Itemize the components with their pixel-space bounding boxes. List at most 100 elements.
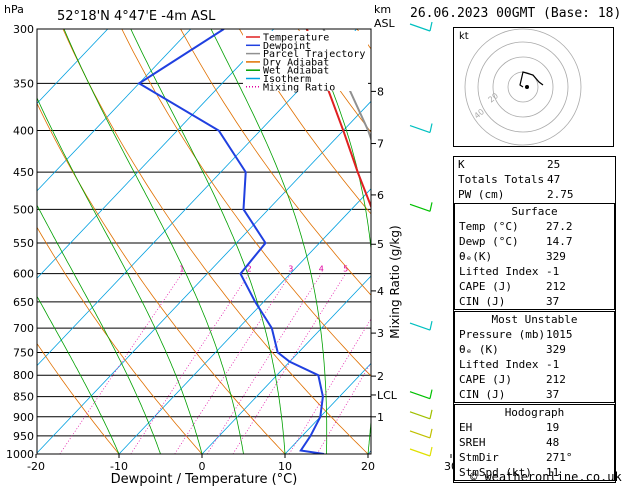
wet-adiabat bbox=[410, 29, 436, 454]
surface-value: 329 bbox=[546, 250, 566, 263]
surface-row: Dewp (°C) 14.7 bbox=[455, 234, 614, 249]
most-unstable-row: CIN (J) 37 bbox=[455, 387, 614, 402]
surface-section: Surface Temp (°C) 27.2 Dewp (°C) 14.7 θₑ(K) 3… bbox=[454, 203, 615, 310]
dry-adiabat bbox=[37, 102, 286, 454]
dry-adiabat bbox=[62, 29, 369, 454]
wet-adiabat bbox=[305, 29, 371, 454]
most-unstable-label: θₑ (K) bbox=[459, 343, 499, 356]
wet-adiabat bbox=[210, 29, 328, 454]
wind-barb-shaft bbox=[409, 322, 431, 331]
most-unstable-value: 37 bbox=[546, 388, 560, 401]
x-tick-label: 20 bbox=[361, 460, 375, 473]
surface-label: Temp (°C) bbox=[459, 220, 519, 233]
km-tick-label: 1 bbox=[377, 411, 384, 424]
most-unstable-label: Lifted Index bbox=[459, 358, 539, 371]
legend-item: Temperature bbox=[263, 33, 329, 44]
pressure-tick-label: 500 bbox=[13, 203, 34, 216]
km-tick-label: 2 bbox=[377, 370, 384, 383]
surface-value: 212 bbox=[546, 280, 566, 293]
hodograph-stat-label: EH bbox=[459, 421, 473, 434]
most-unstable-value: 329 bbox=[546, 343, 566, 356]
hodograph-stat-row: StmSpd (kt) 11 bbox=[455, 465, 614, 480]
x-tick-label: -10 bbox=[110, 460, 128, 473]
x-tick-label: 10 bbox=[278, 460, 292, 473]
pressure-tick-label: 300 bbox=[13, 23, 34, 36]
surface-row: θₑ(K) 329 bbox=[455, 249, 614, 264]
pressure-tick-label: 450 bbox=[13, 166, 34, 179]
surface-label: θₑ(K) bbox=[459, 250, 493, 263]
pressure-tick-label: 350 bbox=[13, 77, 34, 90]
isotherm bbox=[37, 29, 109, 105]
isotherm bbox=[37, 100, 371, 454]
wind-barb-shaft bbox=[409, 430, 431, 439]
wind-barb-flag bbox=[429, 123, 433, 133]
wet-adiabat bbox=[37, 295, 120, 454]
km-tick-label: 8 bbox=[377, 85, 384, 98]
hodograph-stat-row: EH 19 bbox=[455, 420, 614, 435]
hodograph-ring bbox=[477, 41, 569, 133]
most-unstable-value: 212 bbox=[546, 373, 566, 386]
surface-label: CIN (J) bbox=[459, 295, 506, 308]
legend-item: Mixing Ratio bbox=[263, 82, 335, 93]
wet-adiabat bbox=[37, 204, 161, 454]
dry-adiabat bbox=[37, 226, 203, 454]
km-tick-label: 4 bbox=[377, 285, 384, 298]
index-value: 2.75 bbox=[547, 188, 574, 201]
index-label: PW (cm) bbox=[458, 188, 505, 201]
pressure-tick-label: 550 bbox=[13, 237, 34, 250]
surface-value: 14.7 bbox=[546, 235, 573, 248]
wind-barb-flag bbox=[429, 21, 433, 32]
hodograph-section: Hodograph EH 19 SREH 48 StmDir 271° StmSpd (kt… bbox=[454, 404, 615, 481]
surface-row: CAPE (J) 212 bbox=[455, 279, 614, 294]
most-unstable-value: 1015 bbox=[546, 328, 573, 341]
hodograph-stat-label: SREH bbox=[459, 436, 486, 449]
mixing-ratio-line bbox=[130, 273, 250, 454]
surface-row: Lifted Index -1 bbox=[455, 264, 614, 279]
legend-item: Dry Adiabat bbox=[263, 57, 329, 68]
surface-value: 27.2 bbox=[546, 220, 573, 233]
legend-box bbox=[243, 31, 368, 91]
wind-barb-shaft bbox=[409, 448, 431, 457]
mixing-ratio-label: 1 bbox=[179, 265, 184, 274]
km-tick-label: 6 bbox=[377, 189, 384, 202]
isotherm bbox=[284, 362, 371, 454]
most-unstable-value: -1 bbox=[546, 358, 560, 371]
wind-barb-flag bbox=[429, 446, 433, 457]
hodograph-ring bbox=[464, 28, 582, 146]
km-tick-label: LCL bbox=[377, 389, 398, 402]
dry-adiabat bbox=[239, 29, 371, 215]
hodograph-ring bbox=[492, 56, 554, 118]
hodograph-stat-row: StmDir 271° bbox=[455, 450, 614, 465]
wind-barb-flag bbox=[429, 202, 433, 212]
km-tick-label: 7 bbox=[377, 138, 384, 151]
asl-label: ASL bbox=[374, 17, 396, 30]
hodograph-stat-value: 271° bbox=[546, 451, 573, 464]
mixing-ratio-line bbox=[232, 273, 346, 454]
pressure-tick-label: 850 bbox=[13, 391, 34, 404]
wind-barb-shaft bbox=[409, 411, 431, 420]
isotherm bbox=[37, 29, 358, 367]
wind-barb-shaft bbox=[409, 124, 431, 134]
index-row: PW (cm) 2.75 bbox=[454, 187, 615, 202]
isotherm bbox=[37, 29, 192, 192]
mixing-ratio-label: 3 bbox=[288, 265, 293, 274]
mixing-ratio-label: 2 bbox=[247, 265, 252, 274]
wind-barb bbox=[409, 202, 433, 212]
km-tick-label: 5 bbox=[377, 238, 384, 251]
pressure-tick-label: 650 bbox=[13, 296, 34, 309]
index-value: 25 bbox=[547, 158, 561, 171]
mixing-ratio-line bbox=[206, 273, 322, 454]
wind-barb bbox=[409, 446, 433, 457]
mixing-ratio-axis-label: Mixing Ratio (g/kg) bbox=[388, 225, 402, 338]
wind-barb bbox=[409, 389, 433, 400]
surface-title: Surface bbox=[511, 205, 558, 218]
x-tick-label: -20 bbox=[27, 460, 45, 473]
hodograph-stat-value: 48 bbox=[546, 436, 560, 449]
wind-barb-flag bbox=[429, 409, 433, 419]
wind-barb-shaft bbox=[409, 391, 431, 400]
hodograph-trace bbox=[519, 71, 544, 88]
isotherm bbox=[118, 188, 371, 454]
parcel-trajectory-line bbox=[322, 29, 371, 142]
